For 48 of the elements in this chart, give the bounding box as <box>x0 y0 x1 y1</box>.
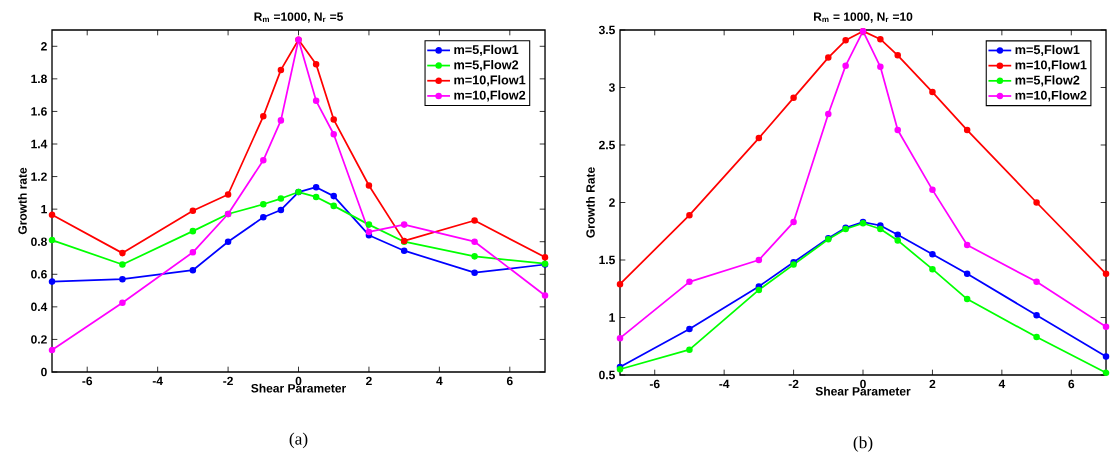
x-tick-label: 2 <box>366 376 372 386</box>
y-tick-label: 1.2 <box>31 172 47 181</box>
x-tick-label: 0 <box>295 376 302 386</box>
y-tick-label: 1.6 <box>31 107 47 116</box>
x-tick-label: -4 <box>152 376 163 385</box>
y-tick-label: 0.8 <box>31 237 47 246</box>
x-tick-label: 2 <box>929 379 936 389</box>
y-tick-label: 1 <box>41 205 47 214</box>
y-tick-label: 3 <box>608 83 615 92</box>
y-tick-label: 0.6 <box>31 270 47 279</box>
legend-label: m=5,Flow2 <box>454 59 519 72</box>
y-tick-label: 2 <box>609 198 615 207</box>
legend-label: m=5,Flow2 <box>1015 75 1080 87</box>
y-axis-title: Growth Rate <box>585 167 595 238</box>
y-tick-label: 1 <box>609 313 615 322</box>
legend-label: m=5,Flow1 <box>1015 44 1080 57</box>
legend-label: m=10,Flow2 <box>454 90 526 102</box>
y-tick-label: 1.8 <box>31 74 47 84</box>
y-tick-label: 2 <box>41 42 47 51</box>
y-tick-label: 1.4 <box>31 139 48 149</box>
y-tick-label: 0.4 <box>31 302 48 312</box>
legend-label: m=10,Flow2 <box>1015 90 1087 102</box>
legend-label: m=10,Flow1 <box>1015 60 1087 72</box>
x-tick-label: 6 <box>506 376 513 386</box>
x-tick-label: 6 <box>1068 379 1075 389</box>
y-tick-label: 0 <box>41 367 47 377</box>
x-tick-label: -2 <box>788 379 799 389</box>
y-tick-label: 3.5 <box>598 25 615 35</box>
x-tick-label: 4 <box>998 379 1006 388</box>
y-tick-label: 2.5 <box>599 140 615 150</box>
text: (a) <box>289 432 308 449</box>
y-axis-title: Growth rate <box>17 167 27 235</box>
y-tick-label: 0.2 <box>31 335 47 344</box>
chart-title: R$_{m}$ = 1000, N$_{r}$ =10 <box>814 12 913 23</box>
x-axis-title: Shear Parameter <box>251 383 347 393</box>
x-tick-label: -6 <box>82 376 93 386</box>
legend-label: m=5,Flow1 <box>454 44 519 56</box>
y-tick-label: 0.5 <box>599 370 615 380</box>
x-axis-title: Shear Parameter <box>815 386 911 396</box>
y-tick-label: 1.5 <box>599 255 615 265</box>
chart-title: R$_{m}$ =1000, N$_{r}$ =5 <box>254 12 343 23</box>
text: (b) <box>853 436 873 452</box>
x-tick-label: -2 <box>223 376 233 386</box>
x-tick-label: -6 <box>649 379 660 389</box>
x-tick-label: 4 <box>436 376 443 385</box>
legend-label: m=10,Flow1 <box>454 75 526 87</box>
x-tick-label: 0 <box>860 379 866 389</box>
x-tick-label: -4 <box>719 379 730 388</box>
